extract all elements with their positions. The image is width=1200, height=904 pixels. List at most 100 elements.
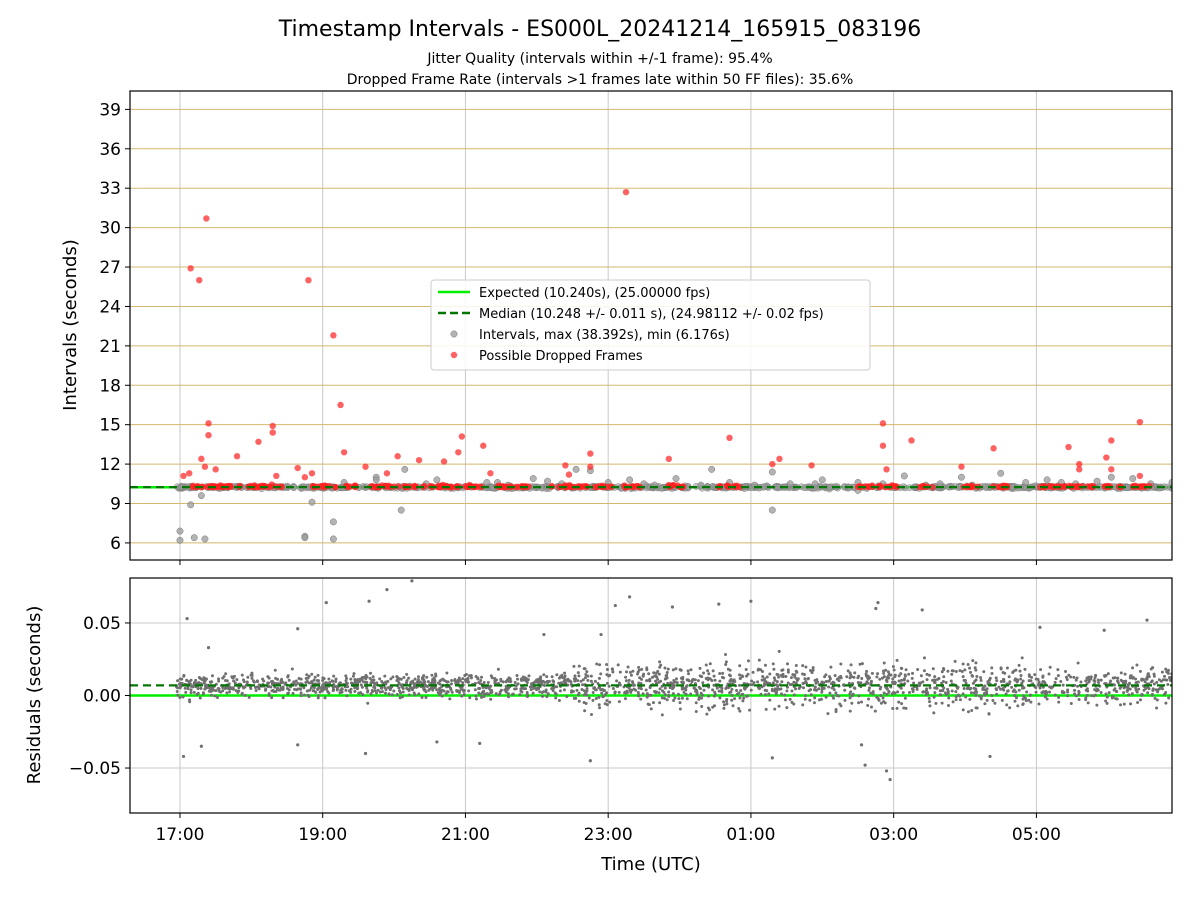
residual-point [835,693,839,697]
residual-point [506,692,510,696]
residual-point [722,700,726,704]
residual-point [893,673,897,677]
residual-point [1021,686,1025,690]
residual-point [270,679,274,683]
residual-point [506,695,510,699]
residual-point [694,689,698,693]
residual-point [1143,680,1147,684]
residual-point [1073,688,1077,692]
residual-point [407,689,411,693]
residual-point [1155,698,1159,702]
residual-point [902,678,906,682]
residual-point [310,672,314,676]
residual-point [865,669,869,673]
residual-point [316,694,320,698]
residual-point [887,689,891,693]
residual-point [1048,690,1052,694]
residual-point [434,674,438,678]
residual-point [1001,670,1005,674]
residual-point [663,686,667,690]
dropped-frame-point [212,466,219,473]
residual-point [879,694,883,698]
residual-point [749,683,753,687]
residual-point [332,674,336,678]
residual-point [1013,694,1017,698]
residual-point [1155,706,1159,710]
residual-point [802,686,806,690]
residual-point [538,690,542,694]
residual-point [479,679,483,683]
residual-point [879,701,883,705]
residual-point [373,689,377,693]
residual-point [848,696,852,700]
residual-point [967,710,971,714]
residual-point [1099,690,1103,694]
residual-point [558,689,562,693]
residual-point [900,666,904,670]
residual-point [974,678,978,682]
residual-point [1066,688,1070,692]
residual-point [320,687,324,691]
residual-point [196,686,200,690]
residual-point [632,683,636,687]
residual-point [767,692,771,696]
residual-point [631,669,635,673]
residual-point [728,674,732,678]
residual-point [891,706,895,710]
residual-point [1008,706,1012,710]
residual-point [1011,689,1015,693]
interval-point [572,465,580,473]
residual-point [371,675,375,679]
residual-point [324,681,328,685]
residual-point [327,677,331,681]
residual-point [711,688,715,692]
residual-point [953,659,957,663]
residual-point [408,686,412,690]
interval-point [1175,484,1181,490]
residual-point [473,688,477,692]
residual-point [386,679,390,683]
residual-point [641,674,645,678]
residual-point [1166,668,1170,672]
residual-point [864,672,868,676]
residual-point [969,686,973,690]
residual-point [344,679,348,683]
residual-point [907,672,911,676]
residual-point [684,692,688,696]
residual-point [591,691,595,695]
residual-point [349,677,353,681]
residual-point [302,686,306,690]
dropped-frame-point [1136,472,1144,480]
residual-point [813,685,817,689]
residual-point [666,681,670,685]
residual-point [214,689,218,693]
residual-point [615,679,619,683]
residual-point [910,687,914,691]
residual-point [725,697,729,701]
residual-point [628,670,632,674]
residual-point [803,697,807,701]
residual-point [1054,677,1058,681]
residual-point [1172,698,1175,701]
dropped-frame-point [332,483,339,491]
residual-point [647,703,651,707]
residual-point [807,689,811,693]
interval-point [372,476,380,484]
residual-point [826,679,830,683]
residual-point [893,691,897,695]
residual-point [1149,680,1153,684]
residual-point [206,646,211,650]
residual-point [689,668,693,672]
residual-point [499,679,503,683]
residual-point [1183,683,1186,686]
residual-point [826,712,830,716]
residual-point [546,692,550,696]
residual-point [587,696,591,700]
dropped-frame-point [480,442,487,449]
residual-point [233,681,237,685]
residual-point [885,692,889,696]
interval-point [786,480,794,488]
residual-point [1128,687,1132,691]
dropped-frame-point [308,470,316,477]
residual-point [281,685,285,689]
